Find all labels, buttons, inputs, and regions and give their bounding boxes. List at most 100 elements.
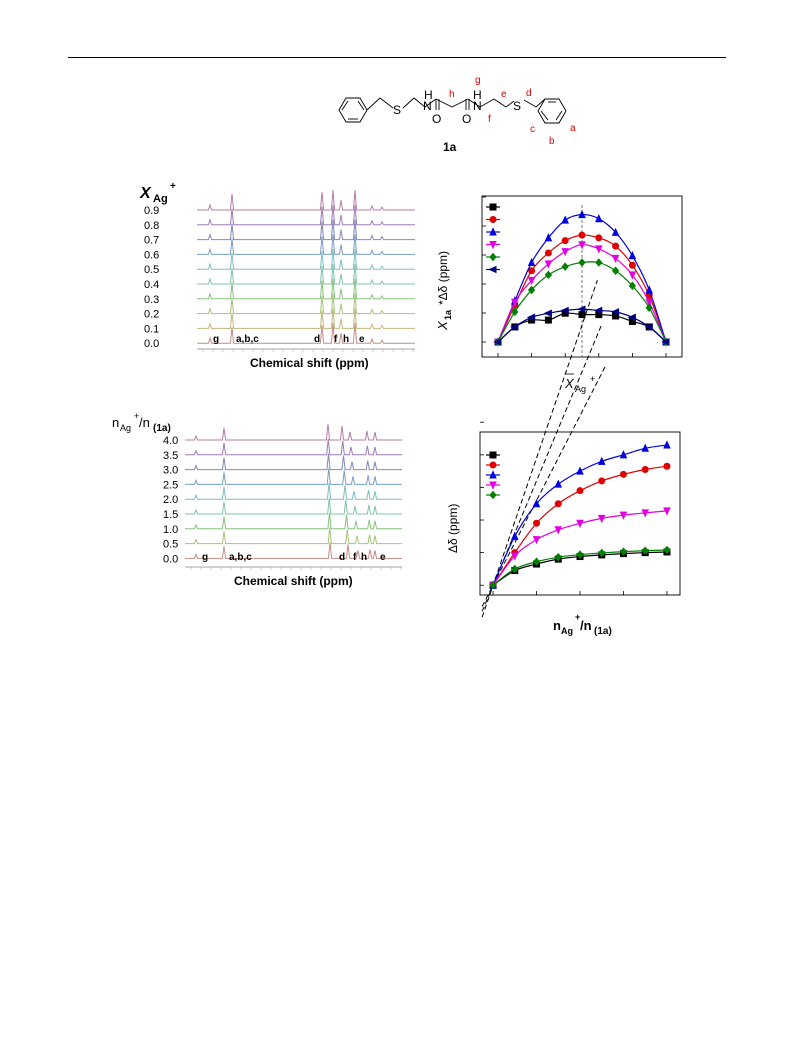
- job-data-point: [578, 311, 586, 319]
- trace-label: 0.3: [144, 294, 159, 306]
- peak-label-3: f: [334, 334, 338, 345]
- titration-data-point: [554, 526, 563, 535]
- job-data-point: [578, 231, 586, 239]
- trace-label: 3.0: [163, 465, 178, 477]
- panel-a-ylabel-main: X: [139, 185, 152, 202]
- nmr-trace: [185, 423, 402, 441]
- nmr-trace: [185, 512, 402, 530]
- titration-data-point: [511, 531, 519, 540]
- titration-xlabel-n1: n: [553, 618, 561, 633]
- job-data-point: [527, 276, 536, 286]
- atom-h-left: H: [424, 88, 433, 102]
- trace-label: 1.5: [163, 509, 178, 521]
- nmr-trace: [185, 453, 402, 471]
- trace-label: 2.0: [163, 494, 178, 506]
- job-data-point: [628, 261, 636, 269]
- panel-a-ylabel-sup: +: [170, 181, 176, 192]
- nmr-trace: [185, 497, 402, 515]
- job-data-point: [578, 241, 586, 250]
- peak-label-4: h: [361, 552, 367, 563]
- job-data-point: [544, 249, 552, 257]
- titration-data-point: [597, 456, 606, 465]
- job-data-point: [595, 214, 603, 223]
- legend-marker-1: [489, 461, 497, 469]
- titration-data-point: [641, 546, 649, 555]
- trace-label: 0.1: [144, 323, 159, 335]
- job-data-point: [645, 285, 653, 294]
- peak-label-4: h: [343, 334, 349, 345]
- peak-label-1: a,b,c: [229, 552, 252, 563]
- nmr-trace: [197, 249, 415, 270]
- legend-marker-4: [489, 490, 497, 500]
- trace-label: 2.5: [163, 479, 178, 491]
- nmr-stack-panel-c: n Ag + /n (1a) 4.0 3.5 3.0 2.5 2.0 1.5 1.0 0.5 0…: [112, 411, 402, 588]
- malonyl-core: [435, 98, 469, 108]
- left-chain: [366, 97, 394, 111]
- panel-c-ylabel-sub1: Ag: [120, 423, 131, 433]
- job-data-point: [561, 237, 569, 245]
- titration-data-point: [663, 462, 671, 470]
- job-plot-xlabel: X Ag +: [564, 373, 595, 394]
- titration-data-point: [663, 545, 671, 555]
- titration-data-point: [532, 536, 541, 545]
- legend-marker-4: [489, 252, 497, 262]
- job-data-point: [528, 267, 536, 275]
- trace-label: 1.0: [163, 524, 178, 536]
- atom-n-right: N: [473, 99, 482, 113]
- atom-o-left: O: [432, 112, 441, 126]
- proton-label-a: a: [570, 123, 576, 134]
- peak-label-1: a,b,c: [236, 334, 259, 345]
- job-data-point: [578, 209, 586, 219]
- job-data-point: [611, 266, 620, 276]
- benzene-ring-right: [537, 98, 567, 124]
- titration-data-point: [597, 514, 606, 524]
- job-plot-xlabel-sub: Ag: [575, 384, 586, 394]
- panel-c-ylabel-n2: /n: [139, 415, 150, 430]
- tangent-line-0: [481, 364, 607, 607]
- proton-label-e: e: [501, 89, 507, 100]
- job-data-point: [595, 234, 603, 242]
- job-data-point: [561, 248, 569, 257]
- peak-label-2: d: [339, 552, 345, 563]
- titration-data-point: [554, 479, 563, 488]
- job-data-point: [561, 215, 569, 224]
- job-data-point: [544, 316, 552, 324]
- titration-data-point: [663, 440, 671, 449]
- titration-xlabel-sup: +: [575, 612, 580, 622]
- job-data-point: [511, 307, 519, 317]
- tangent-line-2: [481, 279, 598, 618]
- proton-label-b: b: [549, 136, 555, 147]
- trace-label: 3.5: [163, 450, 178, 462]
- titration-ylabel-text: Δδ (ppm): [446, 504, 460, 553]
- atom-n-left: N: [423, 99, 432, 113]
- titration-data-point: [511, 564, 519, 574]
- legend-marker-1: [489, 216, 497, 223]
- titration-data-point: [619, 450, 628, 459]
- titration-series-line-2: [492, 444, 668, 586]
- job-data-point: [628, 271, 637, 280]
- titration-xlabel-n2: /n: [580, 618, 592, 633]
- job-data-point: [544, 260, 553, 269]
- titration-data-point: [532, 499, 541, 508]
- job-data-point: [543, 309, 552, 318]
- nmr-trace: [185, 438, 402, 456]
- job-data-point: [511, 298, 519, 307]
- nmr-stack-panel-a: X Ag + 0.9 0.8 0.7 0.6 0.5 0.4 0.3 0.2 0.1 0.0 g a…: [139, 181, 415, 370]
- trace-label: 0.5: [163, 539, 178, 551]
- job-data-point: [578, 258, 586, 267]
- trace-label: 0.4: [144, 279, 159, 291]
- job-plot-xlabel-sup: +: [590, 374, 595, 384]
- titration-xlabel-sub2: (1a): [594, 626, 612, 637]
- nmr-trace: [197, 263, 415, 285]
- legend-marker-3: [489, 481, 497, 490]
- legend-marker-0: [489, 203, 497, 211]
- nmr-trace: [197, 204, 415, 226]
- job-data-point: [627, 313, 636, 322]
- right-chain: [467, 98, 507, 108]
- job-data-point: [544, 233, 553, 242]
- atom-s-right: S: [513, 99, 521, 113]
- titration-data-point: [619, 547, 628, 556]
- legend-marker-2: [489, 470, 497, 479]
- titration-data-point: [663, 507, 671, 516]
- panel-c-ylabel-n1: n: [112, 415, 119, 430]
